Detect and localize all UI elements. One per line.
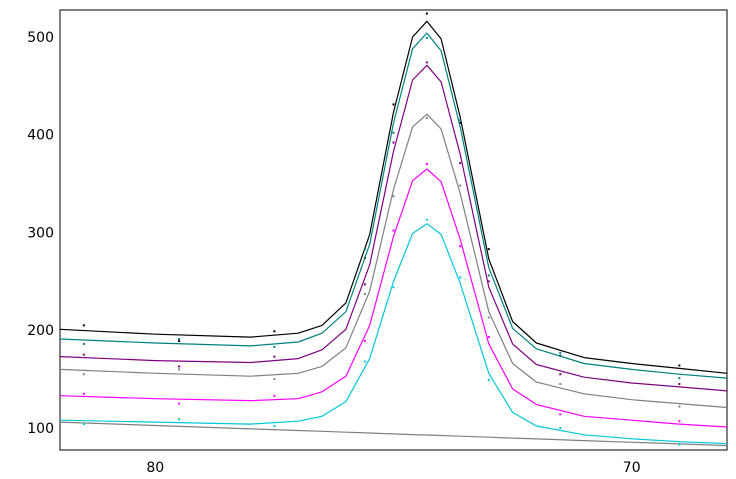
data-point [273,378,276,381]
data-point [82,353,85,356]
data-point [392,229,395,232]
data-point [273,425,276,428]
data-point [459,245,462,248]
y-tick-label: 200 [27,323,54,339]
y-tick-label: 100 [27,421,54,437]
data-point [363,340,366,343]
data-point [363,283,366,286]
data-point [273,355,276,358]
data-point [363,248,366,251]
data-point [487,379,490,382]
data-point [487,248,490,251]
data-point [425,36,428,39]
fit-line [59,168,728,428]
data-point [392,141,395,144]
data-point [392,131,395,134]
data-point [363,360,366,363]
fit-line [59,223,728,445]
y-tick-label: 500 [27,30,54,46]
data-point [487,316,490,319]
data-point [392,103,395,106]
data-point [178,418,181,421]
fit-line [59,64,728,392]
data-point [425,218,428,221]
data-point [559,413,562,416]
data-point [178,365,181,368]
data-point [487,280,490,283]
data-point [487,336,490,339]
data-point [459,119,462,122]
data-point [82,342,85,345]
data-point [459,184,462,187]
data-point [82,324,85,327]
fit-line [59,113,728,409]
data-point [559,351,562,354]
data-point [273,330,276,333]
data-point [425,12,428,15]
data-point [178,340,181,343]
x-tick-label: 80 [146,460,164,476]
data-point [178,402,181,405]
data-point [459,276,462,279]
data-point [425,61,428,64]
data-point [678,420,681,423]
data-point [425,163,428,166]
data-point [678,377,681,380]
data-point [178,338,181,341]
fit-line [59,20,728,374]
x-tick-label: 70 [623,460,641,476]
y-tick-label: 300 [27,225,54,241]
data-point [678,364,681,367]
data-point [559,373,562,376]
data-point [363,293,366,296]
data-point [678,443,681,446]
fit-line [59,421,728,447]
data-point [487,274,490,277]
data-point [459,162,462,165]
data-point [82,373,85,376]
data-point [273,345,276,348]
data-point [559,427,562,430]
data-point [559,383,562,386]
data-point [678,383,681,386]
data-point [678,405,681,408]
data-point [82,392,85,395]
data-point [82,423,85,426]
data-point [425,117,428,120]
data-point [178,368,181,371]
data-point [459,122,462,125]
data-point [273,394,276,397]
fit-line [59,32,728,379]
data-point [392,286,395,289]
y-tick-label: 400 [27,128,54,144]
data-point [392,195,395,198]
